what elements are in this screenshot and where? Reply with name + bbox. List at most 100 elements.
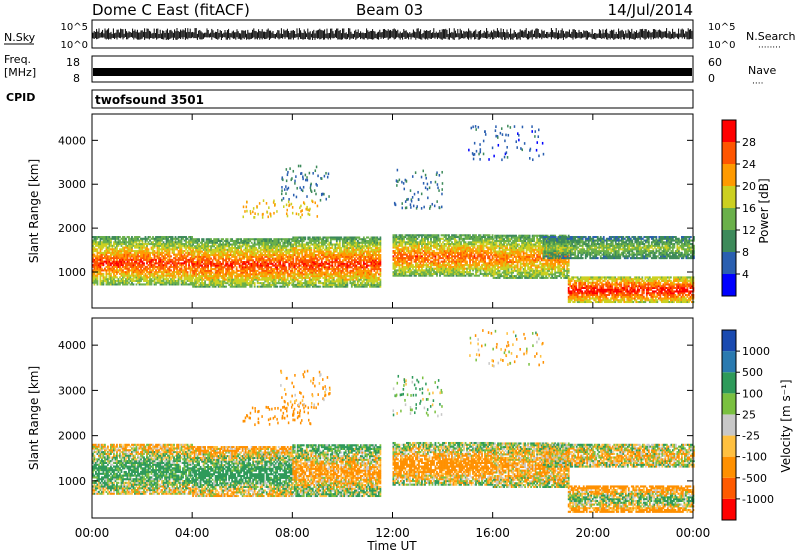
power-cell (185, 241, 187, 244)
power-cell (156, 246, 159, 249)
power-cell (177, 278, 180, 281)
power-cell (174, 239, 177, 242)
power-cell (156, 244, 159, 247)
power-cell (113, 271, 115, 274)
power-cell (217, 276, 220, 279)
power-cell (188, 267, 190, 270)
power-cell (116, 262, 118, 265)
power-cell (179, 278, 181, 281)
power-cell (104, 267, 106, 270)
power-cell (93, 237, 96, 240)
power-cell (129, 258, 132, 261)
power-cell (177, 262, 180, 265)
power-cell (167, 243, 169, 246)
power-cell (179, 248, 181, 251)
power-cell (170, 283, 172, 286)
power-cell (338, 259, 341, 262)
power-cell (156, 276, 159, 279)
freq-panel-frame (91, 55, 694, 83)
power-cell (146, 255, 148, 258)
power-cell (146, 248, 148, 251)
power-cell (110, 278, 112, 281)
power-cell (122, 258, 124, 261)
power-cell (182, 244, 184, 247)
power-cell (105, 283, 108, 286)
power-cell (131, 274, 133, 277)
power-cell (150, 260, 153, 263)
power-cell (125, 279, 127, 282)
power-cell (126, 264, 129, 267)
power-cell (301, 252, 304, 255)
power-cell (379, 271, 382, 274)
power-cell (93, 236, 96, 239)
power-cell (132, 250, 135, 253)
power-cell (167, 248, 169, 251)
power-cell (95, 260, 97, 263)
power-cell (107, 251, 109, 254)
power-cell (99, 264, 102, 267)
power-cell (96, 276, 99, 279)
power-cell (108, 278, 111, 281)
power-cell (155, 271, 157, 274)
power-cell (125, 241, 127, 244)
power-cell (144, 257, 147, 260)
power-cell (176, 237, 178, 240)
power-cell (291, 268, 294, 271)
power-cell (114, 279, 117, 282)
power-cell (282, 259, 285, 262)
power-cell (138, 260, 141, 263)
power-cell (183, 272, 186, 275)
power-cell (180, 279, 183, 282)
power-cell (122, 278, 124, 281)
power-cell (125, 251, 127, 254)
power-cell (113, 236, 115, 239)
power-cell (128, 281, 130, 284)
power-cell (185, 276, 187, 279)
power-cell (141, 271, 144, 274)
power-cell (164, 244, 166, 247)
power-cell (153, 239, 156, 242)
power-cell (99, 281, 102, 284)
power-cell (167, 246, 169, 249)
power-cell (111, 246, 114, 249)
power-cell (304, 236, 307, 239)
power-cell (135, 236, 138, 239)
power-cell (149, 239, 151, 242)
power-cell (150, 265, 153, 268)
power-cell (117, 271, 120, 274)
power-cell (270, 238, 273, 241)
power-cell (128, 244, 130, 247)
power-cell (126, 253, 129, 256)
power-cell (153, 274, 156, 277)
power-cell (183, 246, 186, 249)
power-cell (96, 265, 99, 268)
power-cell (138, 265, 141, 268)
power-cell (141, 272, 144, 275)
power-cell (96, 253, 99, 256)
power-cell (189, 279, 192, 282)
power-cell (141, 283, 144, 286)
power-cell (146, 262, 148, 265)
power-cell (361, 243, 364, 246)
power-cell (108, 244, 111, 247)
power-cell (353, 280, 356, 283)
power-cell (185, 237, 187, 240)
power-cell (129, 269, 132, 272)
power-cell (180, 262, 183, 265)
power-cell (96, 279, 99, 282)
power-cell (185, 265, 187, 268)
nave-dots: ···· (752, 79, 763, 89)
power-cell (180, 241, 183, 244)
power-cell (101, 251, 103, 254)
power-cell (111, 257, 114, 260)
power-cell (165, 264, 168, 267)
power-cell (185, 239, 187, 242)
power-cell (108, 248, 111, 251)
power-cell (331, 285, 334, 288)
power-cell (188, 264, 190, 267)
power-cell (370, 271, 373, 274)
power-cell (125, 265, 127, 268)
power-cell (122, 243, 124, 246)
power-cell (119, 257, 121, 260)
power-cell (105, 260, 108, 263)
